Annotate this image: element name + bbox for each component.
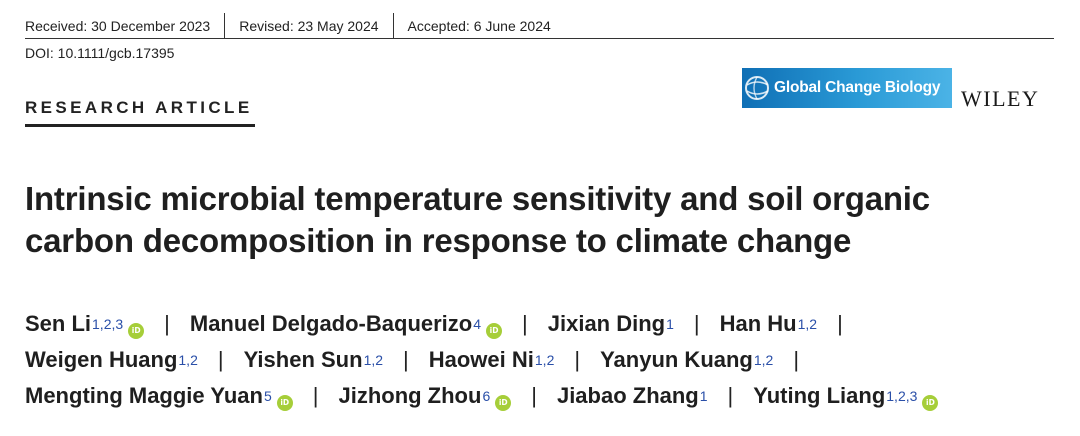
doi-link[interactable]: DOI: 10.1111/gcb.17395 [25, 45, 175, 61]
date-divider [224, 13, 226, 38]
author[interactable]: Weigen Huang 1,2 [25, 347, 198, 372]
author[interactable]: Yuting Liang 1,2,3 iD [753, 383, 939, 411]
author-separator: | [217, 347, 224, 372]
author-separator: | [522, 311, 528, 336]
journal-name: Global Change Biology [774, 79, 941, 96]
accepted-date: Accepted: 6 June 2024 [407, 17, 551, 34]
author[interactable]: Mengting Maggie Yuan 5 iD [25, 383, 293, 411]
header-rule [25, 38, 1054, 39]
date-divider [392, 13, 394, 38]
author[interactable]: Jixian Ding 1 [547, 311, 674, 336]
author-separator: | [574, 347, 581, 372]
orcid-icon[interactable]: iD [276, 395, 293, 411]
orcid-icon[interactable]: iD [495, 395, 512, 411]
author-separator: | [837, 311, 843, 336]
author-separator: | [793, 347, 800, 372]
author-separator: | [164, 311, 170, 336]
article-dates: Received: 30 December 2023 Revised: 23 M… [25, 12, 551, 39]
title-line-2: carbon decomposition in response to clim… [25, 222, 852, 259]
title-line-1: Intrinsic microbial temperature sensitiv… [25, 180, 930, 217]
author-separator: | [403, 347, 409, 372]
author[interactable]: Jiabao Zhang 1 [556, 383, 708, 408]
publisher-logo[interactable]: WILEY [961, 86, 1040, 111]
orcid-icon[interactable]: iD [486, 323, 503, 339]
author-separator: | [312, 383, 319, 408]
author-separator: | [727, 383, 734, 408]
section-label: RESEARCH ARTICLE [25, 98, 253, 117]
author-line: Weigen Huang 1,2 | Yishen Sun 1,2 | Haowei… [25, 347, 938, 383]
author-list: Sen Li 1,2,3 iD | Manuel Delgado-Baquerizo… [25, 311, 939, 419]
author[interactable]: Yanyun Kuang 1,2 [600, 347, 774, 372]
author-separator: | [531, 383, 537, 408]
author[interactable]: Jizhong Zhou 6 iD [338, 383, 512, 411]
author[interactable]: Manuel Delgado-Baquerizo 4 iD [190, 311, 503, 339]
author-line: Sen Li 1,2,3 iD | Manuel Delgado-Baquerizo… [25, 311, 938, 347]
author-separator: | [693, 311, 700, 336]
article-title: Intrinsic microbial temperature sensitiv… [25, 178, 1055, 262]
author[interactable]: Han Hu 1,2 [719, 311, 818, 336]
revised-date: Revised: 23 May 2024 [239, 17, 379, 34]
author[interactable]: Yishen Sun 1,2 [243, 347, 384, 372]
author[interactable]: Haowei Ni 1,2 [428, 347, 555, 372]
orcid-icon[interactable]: iD [922, 395, 939, 411]
author[interactable]: Sen Li 1,2,3 iD [25, 311, 145, 339]
received-date: Received: 30 December 2023 [25, 17, 211, 34]
section-underline [25, 124, 255, 127]
orcid-icon[interactable]: iD [128, 323, 145, 339]
journal-logo[interactable]: Global Change Biology [742, 68, 952, 108]
globe-icon [745, 76, 769, 100]
author-line: Mengting Maggie Yuan 5 iD | Jizhong Zhou 6 i… [25, 383, 939, 419]
